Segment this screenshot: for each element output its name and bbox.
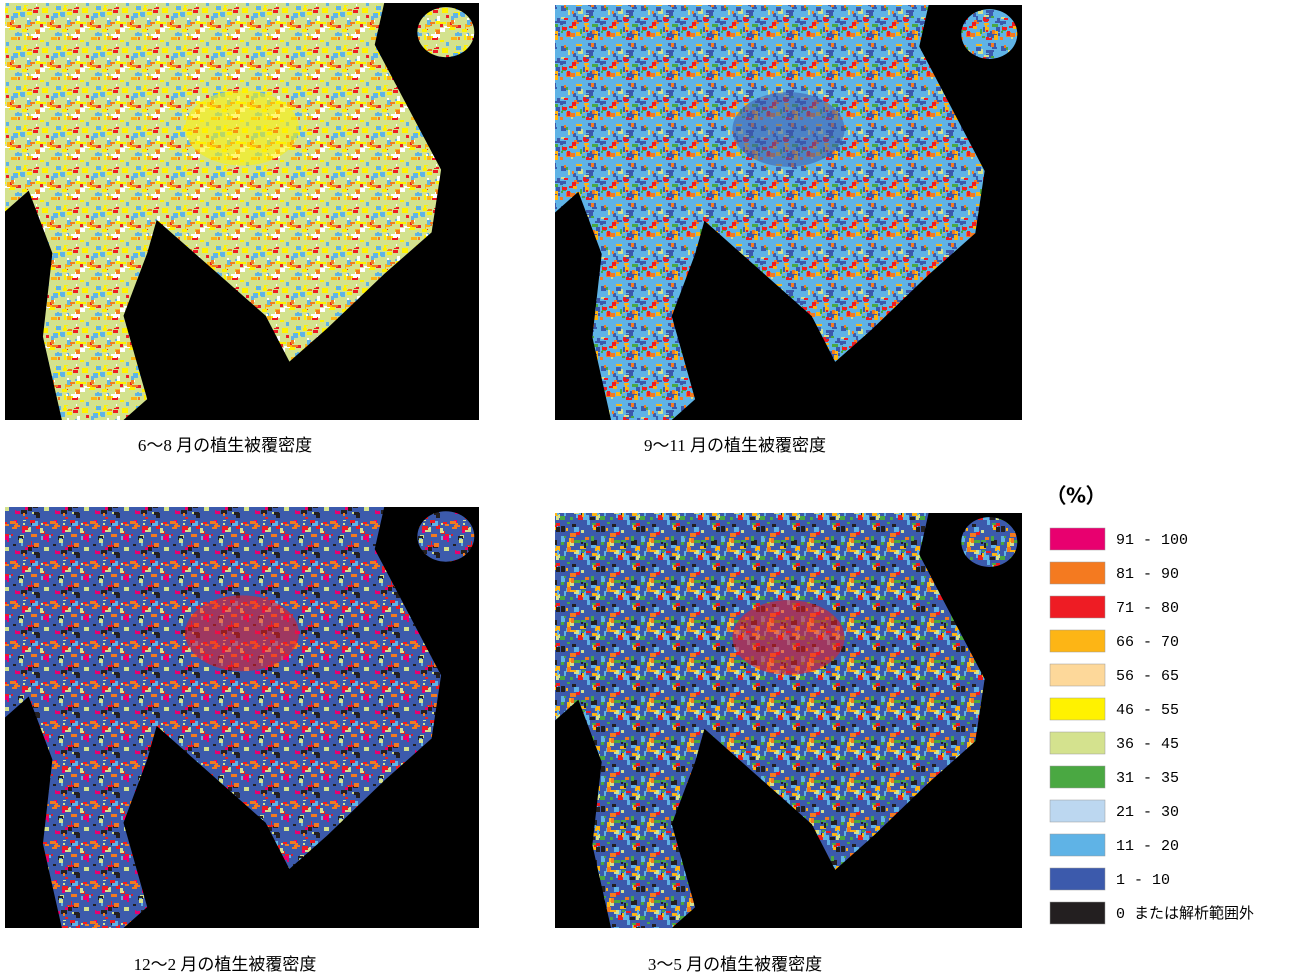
dark-region (732, 600, 844, 675)
legend-label: 81 - 90 (1116, 566, 1179, 583)
legend-label: 36 - 45 (1116, 736, 1179, 753)
island (417, 7, 474, 57)
legend-swatch (1050, 834, 1105, 856)
legend-swatch (1050, 664, 1105, 686)
legend-label: 66 - 70 (1116, 634, 1179, 651)
caption: 12〜2 月の植生被覆密度 (134, 955, 317, 974)
legend-swatch (1050, 562, 1105, 584)
caption: 6〜8 月の植生被覆密度 (138, 436, 312, 455)
legend-label: 91 - 100 (1116, 532, 1188, 549)
legend-label: 56 - 65 (1116, 668, 1179, 685)
legend-label: 1 - 10 (1116, 872, 1170, 889)
legend-swatch (1050, 868, 1105, 890)
caption: 9〜11 月の植生被覆密度 (644, 436, 826, 455)
caption: 3〜5 月の植生被覆密度 (648, 955, 822, 974)
legend-swatch (1050, 596, 1105, 618)
dark-region (185, 595, 299, 671)
legend-swatch (1050, 528, 1105, 550)
figure: 6〜8 月の植生被覆密度 9〜11 月の植生被覆密度 12〜2 月の植生被覆密度 3〜… (0, 0, 1295, 979)
island (417, 511, 474, 562)
island (961, 9, 1017, 59)
legend-swatch (1050, 630, 1105, 652)
legend-label: 11 - 20 (1116, 838, 1179, 855)
legend-label: 21 - 30 (1116, 804, 1179, 821)
legend-swatch (1050, 698, 1105, 720)
legend-label: 71 - 80 (1116, 600, 1179, 617)
dark-region (185, 91, 299, 166)
legend-label: 31 - 35 (1116, 770, 1179, 787)
island (961, 517, 1017, 567)
legend-swatch (1050, 732, 1105, 754)
legend-swatch (1050, 902, 1105, 924)
legend-title: （%） (1046, 484, 1106, 508)
legend-label: 46 - 55 (1116, 702, 1179, 719)
legend-label: 0 または解析範囲外 (1116, 904, 1254, 923)
legend-swatch (1050, 766, 1105, 788)
dark-region (732, 92, 844, 167)
legend-swatch (1050, 800, 1105, 822)
